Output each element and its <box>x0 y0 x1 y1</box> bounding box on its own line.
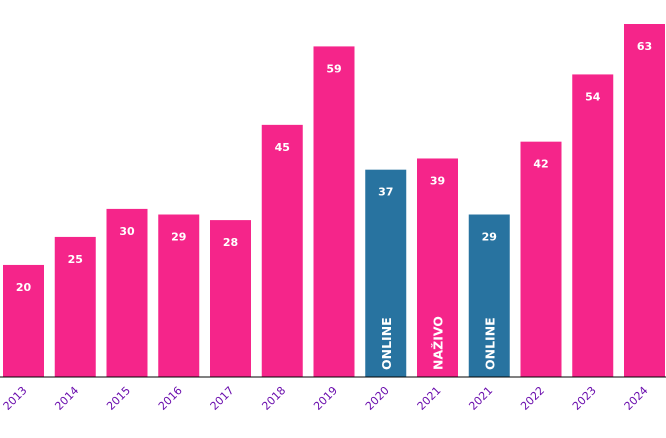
value-label: 37 <box>378 186 393 199</box>
x-tick-label: 2020 <box>363 384 392 413</box>
value-label: 42 <box>533 158 548 171</box>
bar-2016-3 <box>158 214 200 377</box>
x-tick-label: 2016 <box>156 384 185 413</box>
value-label: 63 <box>637 40 652 53</box>
x-tick-label: 2019 <box>311 384 340 413</box>
bar-2013-0 <box>3 264 44 377</box>
x-tick-label: 2015 <box>104 384 133 413</box>
bar-annotation: ONLINE <box>379 317 394 370</box>
x-tick-label: 2014 <box>52 384 81 413</box>
bar-2020-7 <box>365 169 407 377</box>
value-label: 28 <box>223 236 238 249</box>
bar-2023-11 <box>572 74 614 378</box>
value-label: 25 <box>68 253 83 266</box>
bars-layer: 20 25 30 29 28 45 59 37 ONLINE 39 NAŽIVO 29 ONLINE 42… <box>3 24 665 378</box>
bar-2014-1 <box>54 236 96 377</box>
value-label: 59 <box>326 62 341 75</box>
bar-annotation: NAŽIVO <box>431 316 446 370</box>
value-label: 30 <box>119 225 135 238</box>
value-label: 29 <box>171 231 186 244</box>
x-tick-label: 2021 <box>466 384 495 413</box>
x-tick-label: 2013 <box>1 384 30 413</box>
x-tick-label: 2022 <box>518 384 547 413</box>
bar-2019-6 <box>313 46 355 377</box>
value-label: 45 <box>275 141 290 154</box>
value-label: 39 <box>430 174 445 187</box>
x-tick-labels: 2013 2014 2015 2016 2017 2018 2019 2020 2021 2021… <box>1 384 651 413</box>
value-label: 29 <box>482 231 497 244</box>
value-label: 54 <box>585 90 601 103</box>
x-tick-label: 2017 <box>208 384 237 413</box>
value-label: 20 <box>16 281 32 294</box>
bar-2021-8 <box>417 158 458 377</box>
bar-2021-9 <box>468 214 510 377</box>
bar-2017-4 <box>210 220 251 377</box>
bar-2015-2 <box>106 208 148 377</box>
bar-2022-10 <box>520 141 562 377</box>
x-tick-label: 2024 <box>622 384 651 413</box>
bar-annotation: ONLINE <box>482 317 497 370</box>
bar-2018-5 <box>261 124 303 377</box>
x-tick-label: 2018 <box>259 384 288 413</box>
x-tick-label: 2023 <box>570 384 599 413</box>
x-tick-label: 2021 <box>415 384 444 413</box>
bar-2024-12 <box>624 24 665 377</box>
